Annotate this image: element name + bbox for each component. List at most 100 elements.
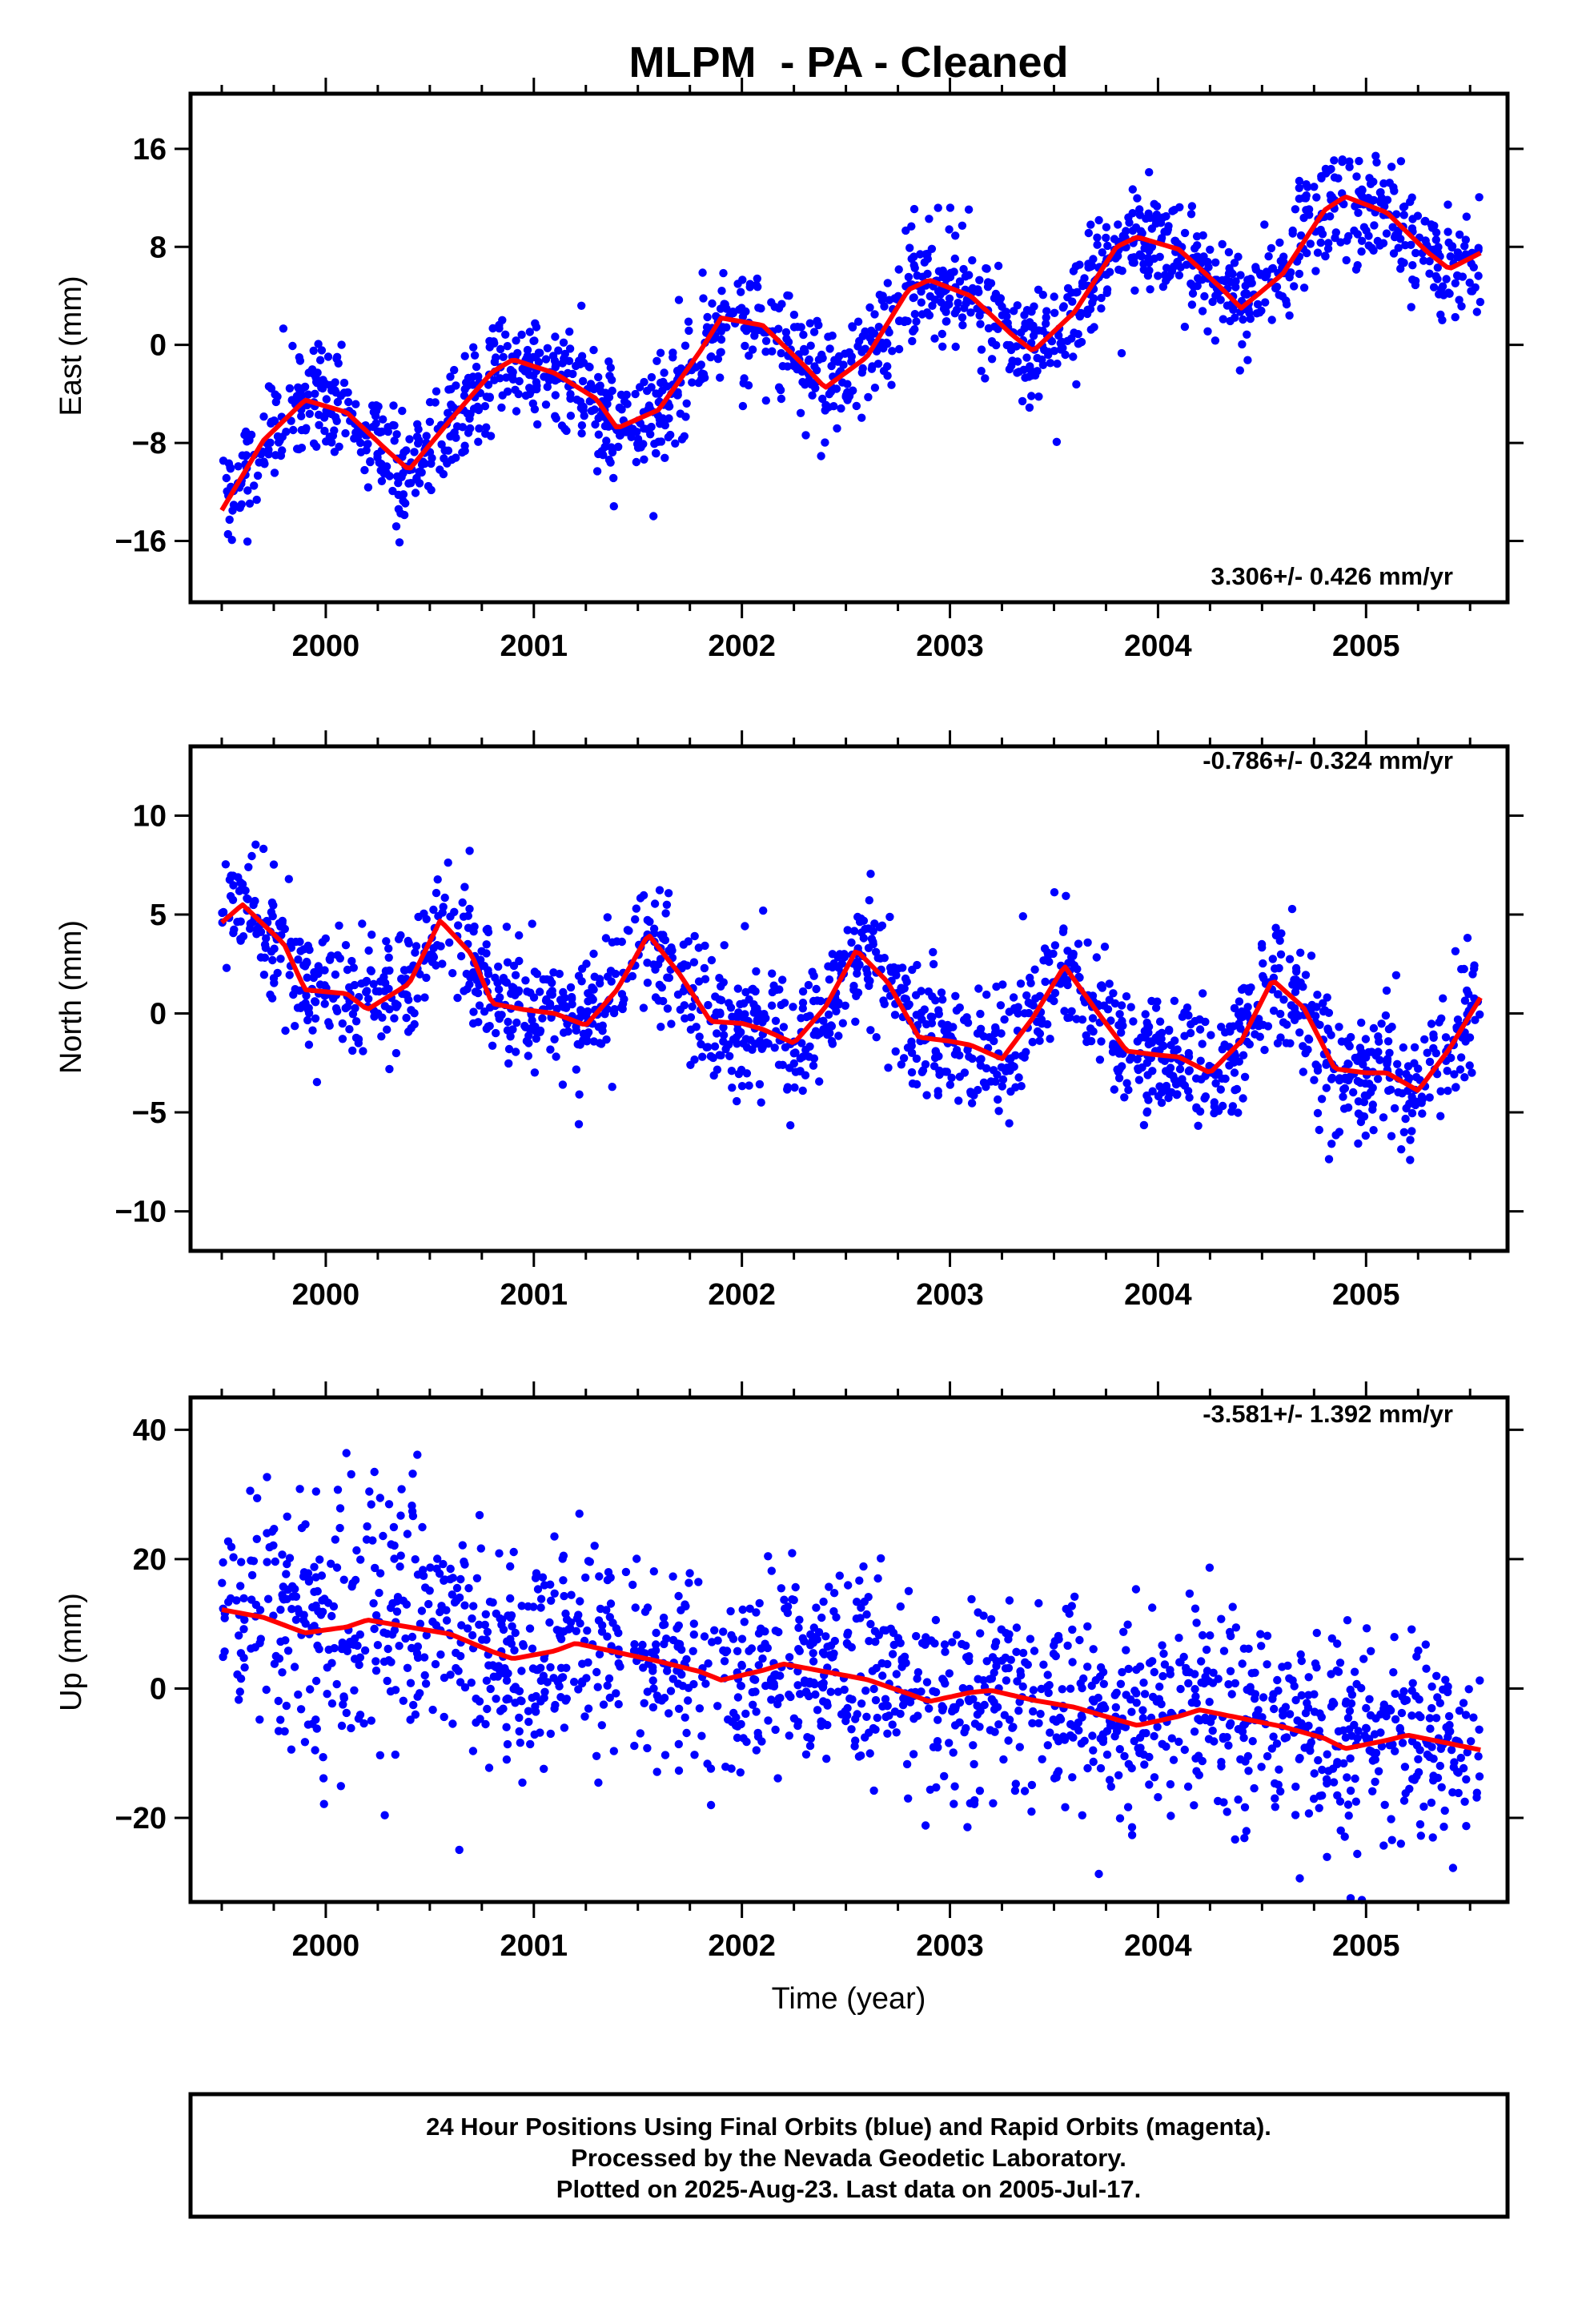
- north-data-point: [700, 963, 709, 973]
- north-data-point: [1210, 1098, 1219, 1107]
- east-data-point: [801, 347, 809, 356]
- east-data-point: [297, 444, 307, 452]
- east-data-point: [608, 386, 616, 396]
- north-data-point: [1117, 1001, 1126, 1010]
- up-data-point: [630, 1741, 639, 1751]
- east-data-point: [984, 324, 994, 333]
- up-data-point: [726, 1606, 735, 1616]
- east-data-point: [1218, 239, 1227, 249]
- east-data-point: [717, 335, 726, 344]
- up-data-point: [1159, 1649, 1168, 1659]
- up-data-point: [1158, 1739, 1166, 1748]
- east-data-point: [739, 379, 748, 388]
- up-data-point: [1234, 1725, 1243, 1734]
- up-data-point: [1145, 1780, 1154, 1789]
- up-data-point: [1139, 1679, 1148, 1687]
- east-data-point: [448, 430, 458, 439]
- north-data-point: [400, 966, 409, 975]
- up-data-point: [327, 1699, 337, 1708]
- up-data-point: [1018, 1648, 1028, 1658]
- up-data-point: [1089, 1746, 1098, 1755]
- east-data-point: [596, 411, 605, 420]
- north-data-point: [901, 974, 910, 983]
- north-points: [218, 840, 1484, 1164]
- up-data-point: [1380, 1800, 1389, 1809]
- up-data-point: [1343, 1616, 1352, 1625]
- up-data-point: [1192, 1618, 1201, 1627]
- east-data-point: [1038, 291, 1048, 300]
- north-data-point: [1356, 1117, 1366, 1127]
- east-data-point: [425, 417, 435, 426]
- up-data-point: [274, 1727, 283, 1735]
- east-frame: [188, 91, 1510, 605]
- up-data-point: [1456, 1753, 1466, 1763]
- up-data-point: [265, 1542, 274, 1552]
- up-data-point: [822, 1755, 831, 1763]
- north-data-point: [659, 934, 668, 943]
- up-data-point: [737, 1634, 747, 1643]
- up-points: [218, 1449, 1484, 1904]
- east-data-point: [998, 302, 1006, 312]
- up-data-point: [902, 1759, 912, 1769]
- east-data-point: [1050, 292, 1058, 301]
- up-data-point: [1407, 1711, 1416, 1720]
- up-data-point: [1304, 1673, 1313, 1682]
- north-data-point: [1359, 1059, 1367, 1069]
- east-data-point: [480, 402, 490, 411]
- east-data-point: [414, 439, 423, 448]
- east-data-point: [506, 365, 516, 375]
- east-data-point: [1010, 307, 1018, 316]
- up-data-point: [1050, 1641, 1058, 1650]
- up-data-point: [1311, 1659, 1320, 1668]
- north-data-point: [852, 991, 861, 1001]
- up-data-point: [383, 1676, 391, 1686]
- north-data-point: [745, 995, 753, 1004]
- north-data-point: [1323, 1026, 1333, 1035]
- up-data-point: [951, 1703, 960, 1711]
- east-data-point: [344, 397, 353, 407]
- up-data-point: [795, 1615, 804, 1624]
- east-data-point: [1198, 275, 1207, 284]
- up-data-point: [283, 1585, 292, 1594]
- east-data-point: [1366, 179, 1375, 188]
- east-data-point: [858, 364, 867, 373]
- east-data-point: [341, 428, 350, 438]
- north-data-point: [812, 984, 821, 994]
- north-data-point: [521, 976, 530, 985]
- east-data-point: [1343, 236, 1351, 245]
- up-data-point: [733, 1733, 742, 1743]
- east-data-point: [958, 221, 967, 230]
- up-data-point: [852, 1614, 861, 1623]
- north-data-point: [226, 891, 235, 901]
- east-data-point: [717, 287, 726, 296]
- up-data-point: [263, 1473, 271, 1482]
- north-data-point: [1310, 1076, 1319, 1084]
- up-data-point: [731, 1721, 741, 1730]
- north-data-point: [262, 934, 271, 943]
- up-data-point: [818, 1683, 828, 1692]
- up-data-point: [218, 1578, 227, 1587]
- north-data-point: [512, 1018, 521, 1027]
- east-data-point: [436, 465, 444, 474]
- up-data-point: [1427, 1682, 1436, 1691]
- east-data-point: [974, 287, 983, 296]
- up-data-point: [1346, 1786, 1355, 1795]
- east-data-point: [565, 328, 574, 336]
- up-data-point: [1205, 1563, 1215, 1572]
- east-panel: East (mm) 3.306+/- 0.426 mm/yr 2000 2001 2…: [54, 78, 1524, 663]
- east-data-point: [1438, 316, 1447, 324]
- up-data-point: [235, 1687, 244, 1696]
- north-data-point: [575, 1090, 584, 1099]
- up-data-point: [1391, 1715, 1400, 1724]
- east-data-point: [1135, 205, 1144, 214]
- up-data-point: [517, 1667, 526, 1675]
- up-data-point: [606, 1599, 616, 1608]
- up-data-point: [401, 1634, 410, 1643]
- up-data-point: [1391, 1747, 1399, 1755]
- north-data-point: [349, 963, 358, 972]
- up-data-point: [1227, 1690, 1236, 1699]
- up-data-point: [1191, 1692, 1200, 1701]
- north-data-point: [594, 1023, 603, 1031]
- north-data-point: [341, 1003, 350, 1013]
- up-data-point: [270, 1525, 279, 1534]
